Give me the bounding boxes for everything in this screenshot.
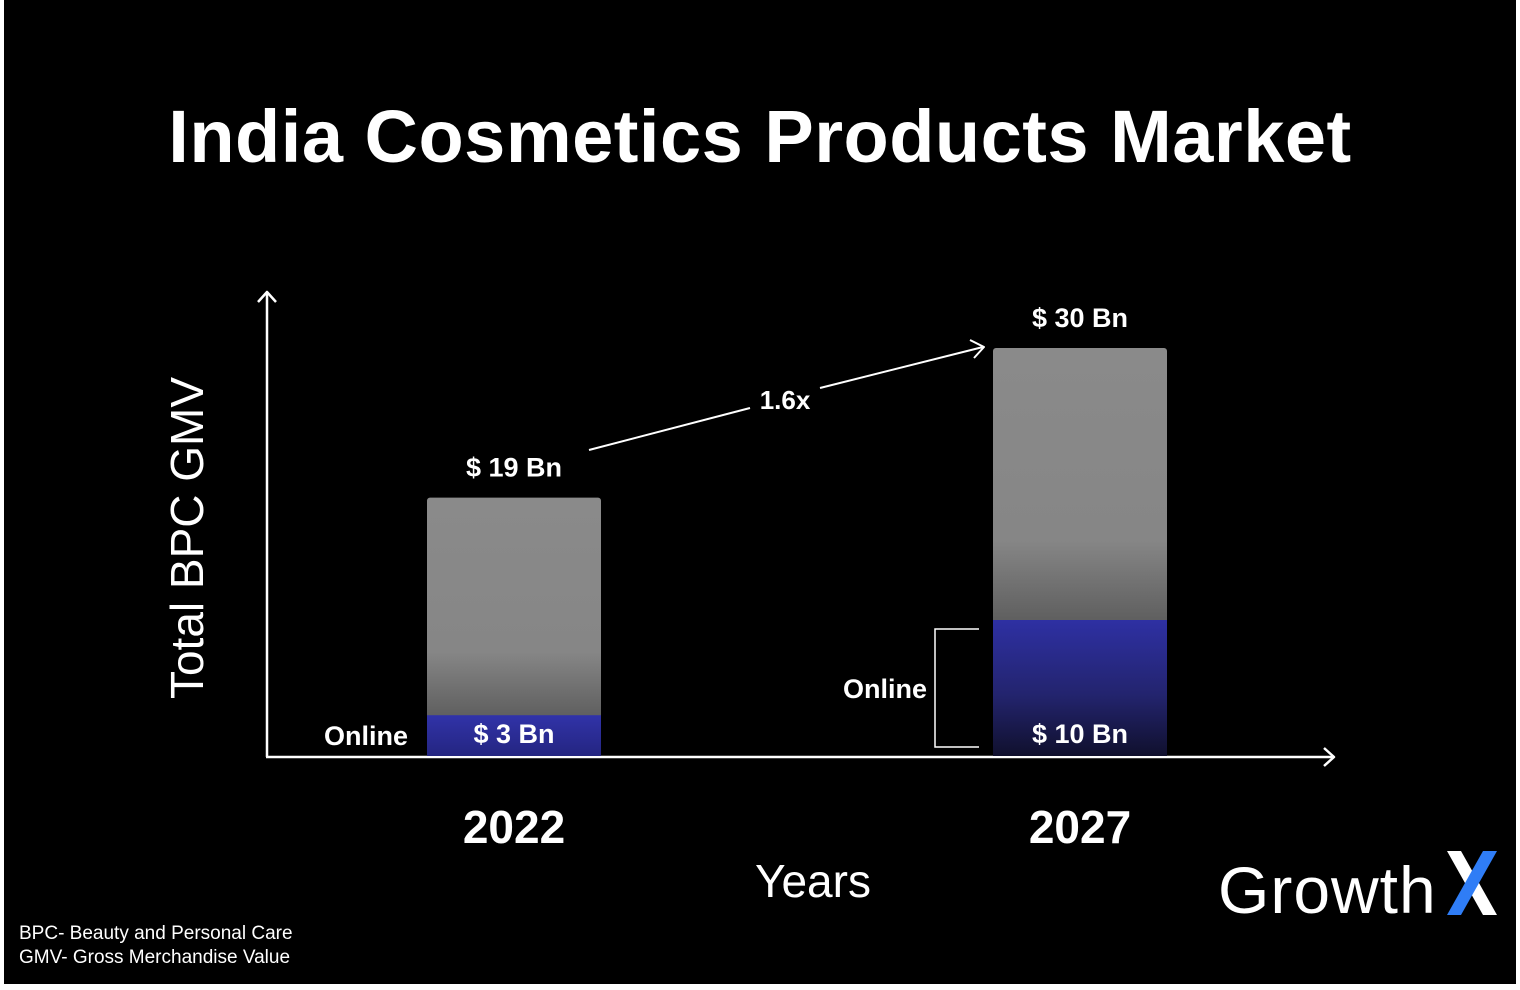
bar-2027-offline — [993, 348, 1167, 623]
svg-text:X: X — [1443, 847, 1444, 848]
total-label-2022: $ 19 Bn — [466, 453, 562, 483]
chart-title: India Cosmetics Products Market — [168, 95, 1352, 178]
online-value-label-2022: $ 3 Bn — [473, 719, 554, 749]
online-value-label-2027: $ 10 Bn — [1032, 719, 1128, 749]
online-label-2022: Online — [324, 721, 408, 751]
y-axis-label: Total BPC GMV — [161, 377, 213, 699]
total-label-2027: $ 30 Bn — [1032, 303, 1128, 333]
bar-2022-online — [427, 715, 601, 756]
logo-x-icon: X — [1443, 847, 1497, 915]
growth-multiplier-label: 1.6x — [760, 385, 811, 415]
bar-2022-offline — [427, 497, 601, 719]
x-tick-label-2027: 2027 — [1029, 801, 1131, 853]
growth-arrow-line-right — [819, 346, 984, 389]
x-tick-label-2022: 2022 — [463, 801, 565, 853]
growthx-logo: Growth X — [1218, 850, 1501, 930]
logo-word: Growth — [1218, 853, 1437, 927]
bars-group — [427, 348, 1167, 756]
growth-arrowhead — [969, 339, 985, 359]
x-axis-label: Years — [755, 855, 871, 907]
y-axis-arrowhead — [257, 290, 277, 303]
bar-2027-online — [993, 620, 1167, 756]
growth-arrow-line-left — [588, 407, 751, 451]
online-bracket-2027 — [934, 628, 979, 748]
x-axis-arrowhead — [1323, 747, 1336, 767]
footnote-bpc: BPC- Beauty and Personal Care — [19, 923, 293, 944]
slide-background — [4, 0, 1516, 984]
online-label-2027: Online — [843, 674, 927, 704]
logo-x-mark: X — [1443, 847, 1501, 934]
footnote-gmv: GMV- Gross Merchandise Value — [19, 947, 291, 968]
